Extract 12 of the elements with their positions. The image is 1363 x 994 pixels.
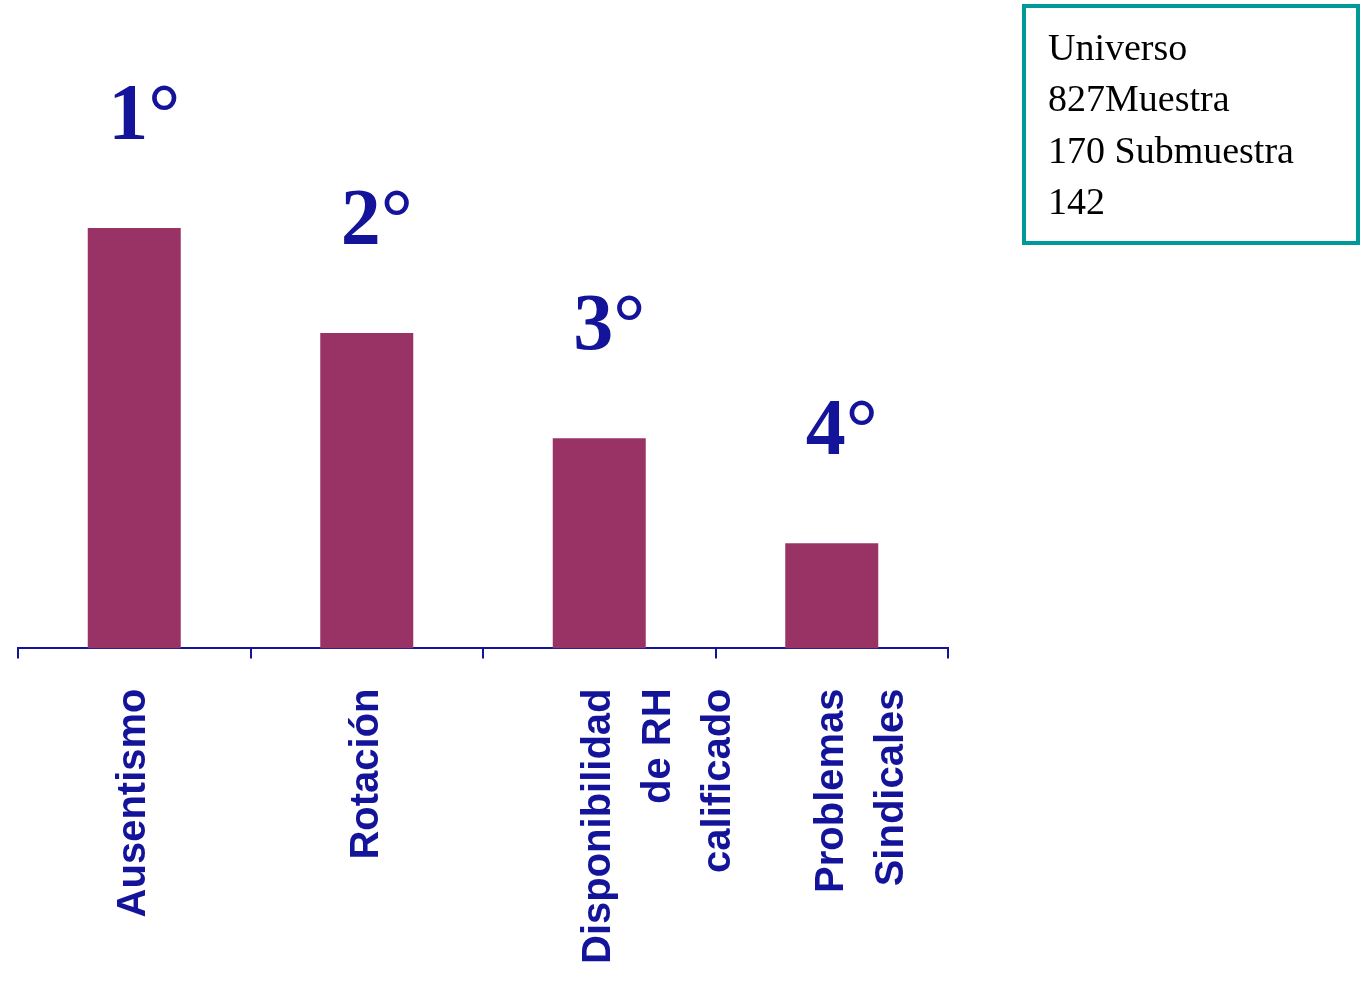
x-tick-label: Ausentismo bbox=[109, 688, 154, 918]
bar bbox=[87, 228, 181, 649]
annotation: 4° bbox=[805, 383, 878, 472]
annotation: 3° bbox=[573, 277, 646, 366]
annotation: 1° bbox=[108, 67, 181, 156]
bar bbox=[552, 438, 646, 649]
bar bbox=[320, 333, 414, 649]
text: Universo 827Muestra 170 Submuestra 142 bbox=[1022, 4, 1360, 246]
annotation: 2° bbox=[340, 172, 413, 261]
x-tick-label: Disponibilidad de RH calificado bbox=[574, 688, 739, 964]
x-tick-label: Rotación bbox=[341, 688, 386, 860]
bar bbox=[785, 543, 879, 649]
